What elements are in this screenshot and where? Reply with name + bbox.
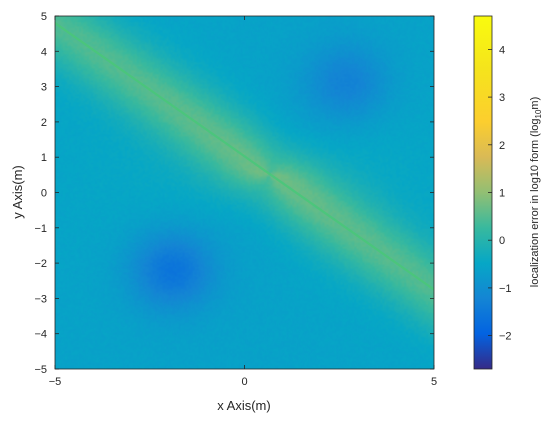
- colorbar-tick-label: 1: [499, 188, 505, 200]
- y-tick-label: 5: [41, 11, 47, 23]
- y-tick-label: −5: [34, 364, 47, 376]
- y-tick-label: −4: [34, 329, 47, 341]
- colorbar-ticks: 4 3 2 1 0 −1 −2: [488, 44, 512, 343]
- heatmap-plot-area: [55, 16, 434, 369]
- colorbar-tick-label: 3: [499, 92, 505, 104]
- colorbar-label: localization error in log10 form (log10m…: [529, 97, 543, 287]
- x-tick-label: 5: [431, 376, 437, 388]
- colorbar-tick-label: −2: [499, 331, 512, 343]
- heatmap-image: [55, 16, 434, 369]
- y-tick-label: 0: [41, 188, 47, 200]
- colorbar-tick-label: −1: [499, 283, 512, 295]
- x-tick-label: 0: [241, 376, 247, 388]
- error-ridge-line: [55, 22, 434, 291]
- y-tick-label: 4: [41, 46, 47, 58]
- y-tick-label: −3: [34, 293, 47, 305]
- x-axis-ticks: −5 0 5: [49, 16, 437, 388]
- y-tick-label: −2: [34, 258, 47, 270]
- colorbar-tick-label: 2: [499, 140, 505, 152]
- y-tick-label: 1: [41, 152, 47, 164]
- colorbar: 4 3 2 1 0 −1 −2 localization error in log10 fo…: [473, 15, 543, 370]
- y-axis-label: y Axis(m): [10, 165, 25, 218]
- colorbar-gradient: [474, 16, 492, 369]
- y-axis-ticks: 5 4 3 2 1 0 −1 −2 −3 −4 −5: [34, 11, 434, 376]
- y-tick-label: −1: [34, 223, 47, 235]
- colorbar-tick-label: 0: [499, 235, 505, 247]
- colorbar-tick-label: 4: [499, 44, 505, 56]
- x-tick-label: −5: [49, 376, 62, 388]
- x-axis-label: x Axis(m): [217, 398, 270, 413]
- y-tick-label: 3: [41, 82, 47, 94]
- y-tick-label: 2: [41, 117, 47, 129]
